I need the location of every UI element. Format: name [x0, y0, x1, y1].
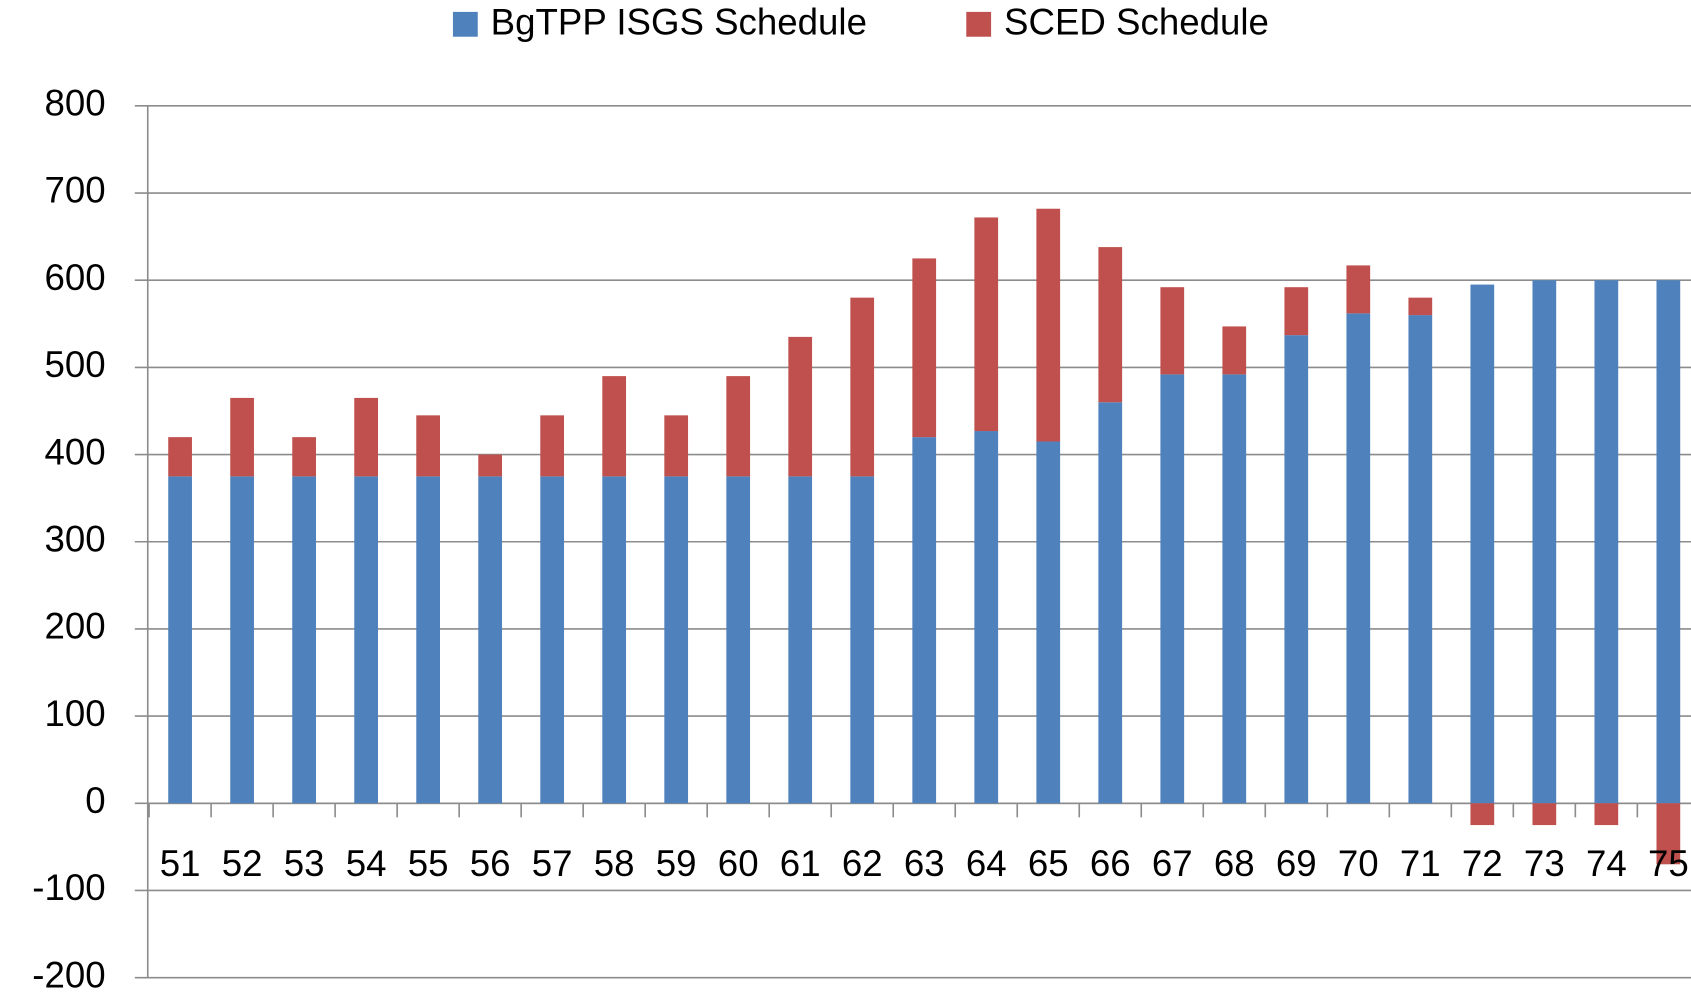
bar-segment	[1346, 313, 1371, 804]
bar-segment	[168, 476, 192, 804]
y-tick-label: 700	[45, 170, 106, 211]
legend-label: SCED Schedule	[1004, 2, 1269, 43]
bar-segment	[850, 476, 875, 804]
y-tick-label: 200	[45, 606, 106, 647]
bar-segment	[168, 437, 192, 477]
bar-segment	[1470, 284, 1495, 804]
y-tick-label: 300	[45, 518, 106, 559]
bar-segment	[1222, 374, 1247, 804]
bar-segment	[354, 397, 378, 477]
bar-segment	[1594, 803, 1619, 826]
bar-segment	[912, 437, 937, 804]
x-tick-label: 51	[160, 843, 201, 884]
legend-label: BgTPP ISGS Schedule	[491, 2, 867, 43]
bar-segment	[1346, 265, 1371, 314]
bar-segment	[1098, 402, 1123, 804]
bar-segment	[850, 297, 875, 477]
bar-segment	[788, 476, 813, 804]
bar-segment	[1408, 297, 1433, 316]
x-tick-label: 75	[1648, 843, 1689, 884]
bar-segment	[292, 437, 316, 477]
bar-segment	[1408, 315, 1433, 804]
y-tick-label: 600	[45, 257, 106, 298]
y-tick-label: -200	[32, 954, 105, 995]
bar-segment	[788, 336, 813, 477]
x-tick-label: 56	[470, 843, 511, 884]
bar-segment	[1160, 374, 1185, 804]
bar-segment	[1098, 247, 1123, 403]
bar-segment	[292, 476, 316, 804]
x-tick-label: 53	[284, 843, 325, 884]
bar-segment	[1036, 441, 1061, 804]
bar-segment	[478, 476, 503, 804]
legend-swatch	[966, 11, 992, 37]
bar-segment	[1284, 335, 1309, 804]
bar-segment	[416, 476, 441, 804]
x-tick-label: 74	[1586, 843, 1627, 884]
bar-segment	[1532, 280, 1557, 804]
bar-segment	[1594, 280, 1619, 804]
bar-segment	[540, 415, 565, 477]
y-tick-label: 400	[45, 431, 106, 472]
bar-segment	[974, 217, 999, 432]
x-tick-label: 52	[222, 843, 263, 884]
x-tick-label: 59	[656, 843, 697, 884]
x-tick-label: 55	[408, 843, 449, 884]
x-tick-label: 61	[780, 843, 821, 884]
x-tick-label: 66	[1090, 843, 1131, 884]
bar-segment	[1656, 280, 1681, 804]
bar-segment	[602, 376, 627, 477]
bar-segment	[1656, 803, 1681, 865]
x-tick-label: 67	[1152, 843, 1193, 884]
y-tick-label: -100	[32, 867, 105, 908]
bar-segment	[416, 415, 441, 477]
bar-segment	[354, 476, 378, 804]
bar-segment	[540, 476, 565, 804]
bar-segment	[602, 476, 627, 804]
x-tick-label: 72	[1462, 843, 1503, 884]
bar-segment	[1036, 208, 1061, 442]
x-tick-label: 57	[532, 843, 573, 884]
x-tick-label: 70	[1338, 843, 1379, 884]
y-tick-label: 800	[45, 83, 106, 124]
bar-segment	[974, 431, 999, 804]
x-tick-label: 63	[904, 843, 945, 884]
bar-segment	[664, 476, 689, 804]
legend-swatch	[452, 11, 478, 37]
x-tick-label: 68	[1214, 843, 1255, 884]
y-tick-label: 500	[45, 344, 106, 385]
y-tick-label: 100	[45, 693, 106, 734]
bar-segment	[1284, 287, 1309, 336]
bar-segment	[912, 258, 937, 438]
bar-segment	[230, 476, 254, 804]
x-tick-label: 69	[1276, 843, 1317, 884]
bar-segment	[726, 376, 751, 477]
bar-segment	[1160, 287, 1185, 375]
x-tick-label: 71	[1400, 843, 1441, 884]
x-tick-label: 64	[966, 843, 1007, 884]
bar-segment	[726, 476, 751, 804]
x-tick-label: 73	[1524, 843, 1565, 884]
x-tick-label: 62	[842, 843, 883, 884]
bar-segment	[1532, 803, 1557, 826]
bar-segment	[1222, 326, 1247, 375]
x-tick-label: 65	[1028, 843, 1069, 884]
x-tick-label: 60	[718, 843, 759, 884]
bar-segment	[230, 397, 254, 477]
bar-segment	[478, 454, 503, 477]
bar-segment	[1470, 803, 1495, 826]
x-tick-label: 54	[346, 843, 387, 884]
x-tick-label: 58	[594, 843, 635, 884]
y-tick-label: 0	[85, 780, 105, 821]
bar-segment	[664, 415, 689, 477]
